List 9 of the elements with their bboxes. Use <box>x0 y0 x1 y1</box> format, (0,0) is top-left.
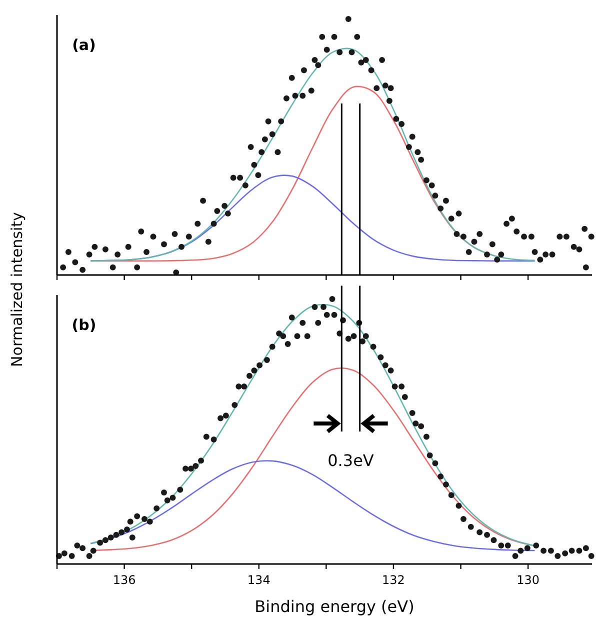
x-tick-label: 130 <box>516 573 540 587</box>
annotation: 0.3eV <box>328 451 374 470</box>
y-axis-title: Normalized intensity <box>8 212 26 367</box>
x-tick-label: 136 <box>112 573 136 587</box>
text: (b) <box>72 316 96 334</box>
x-axis-title: Binding energy (eV) <box>254 597 414 616</box>
x-tick-label: 132 <box>382 573 405 587</box>
x-tick-label: 134 <box>247 573 270 587</box>
text: (a) <box>72 36 96 54</box>
